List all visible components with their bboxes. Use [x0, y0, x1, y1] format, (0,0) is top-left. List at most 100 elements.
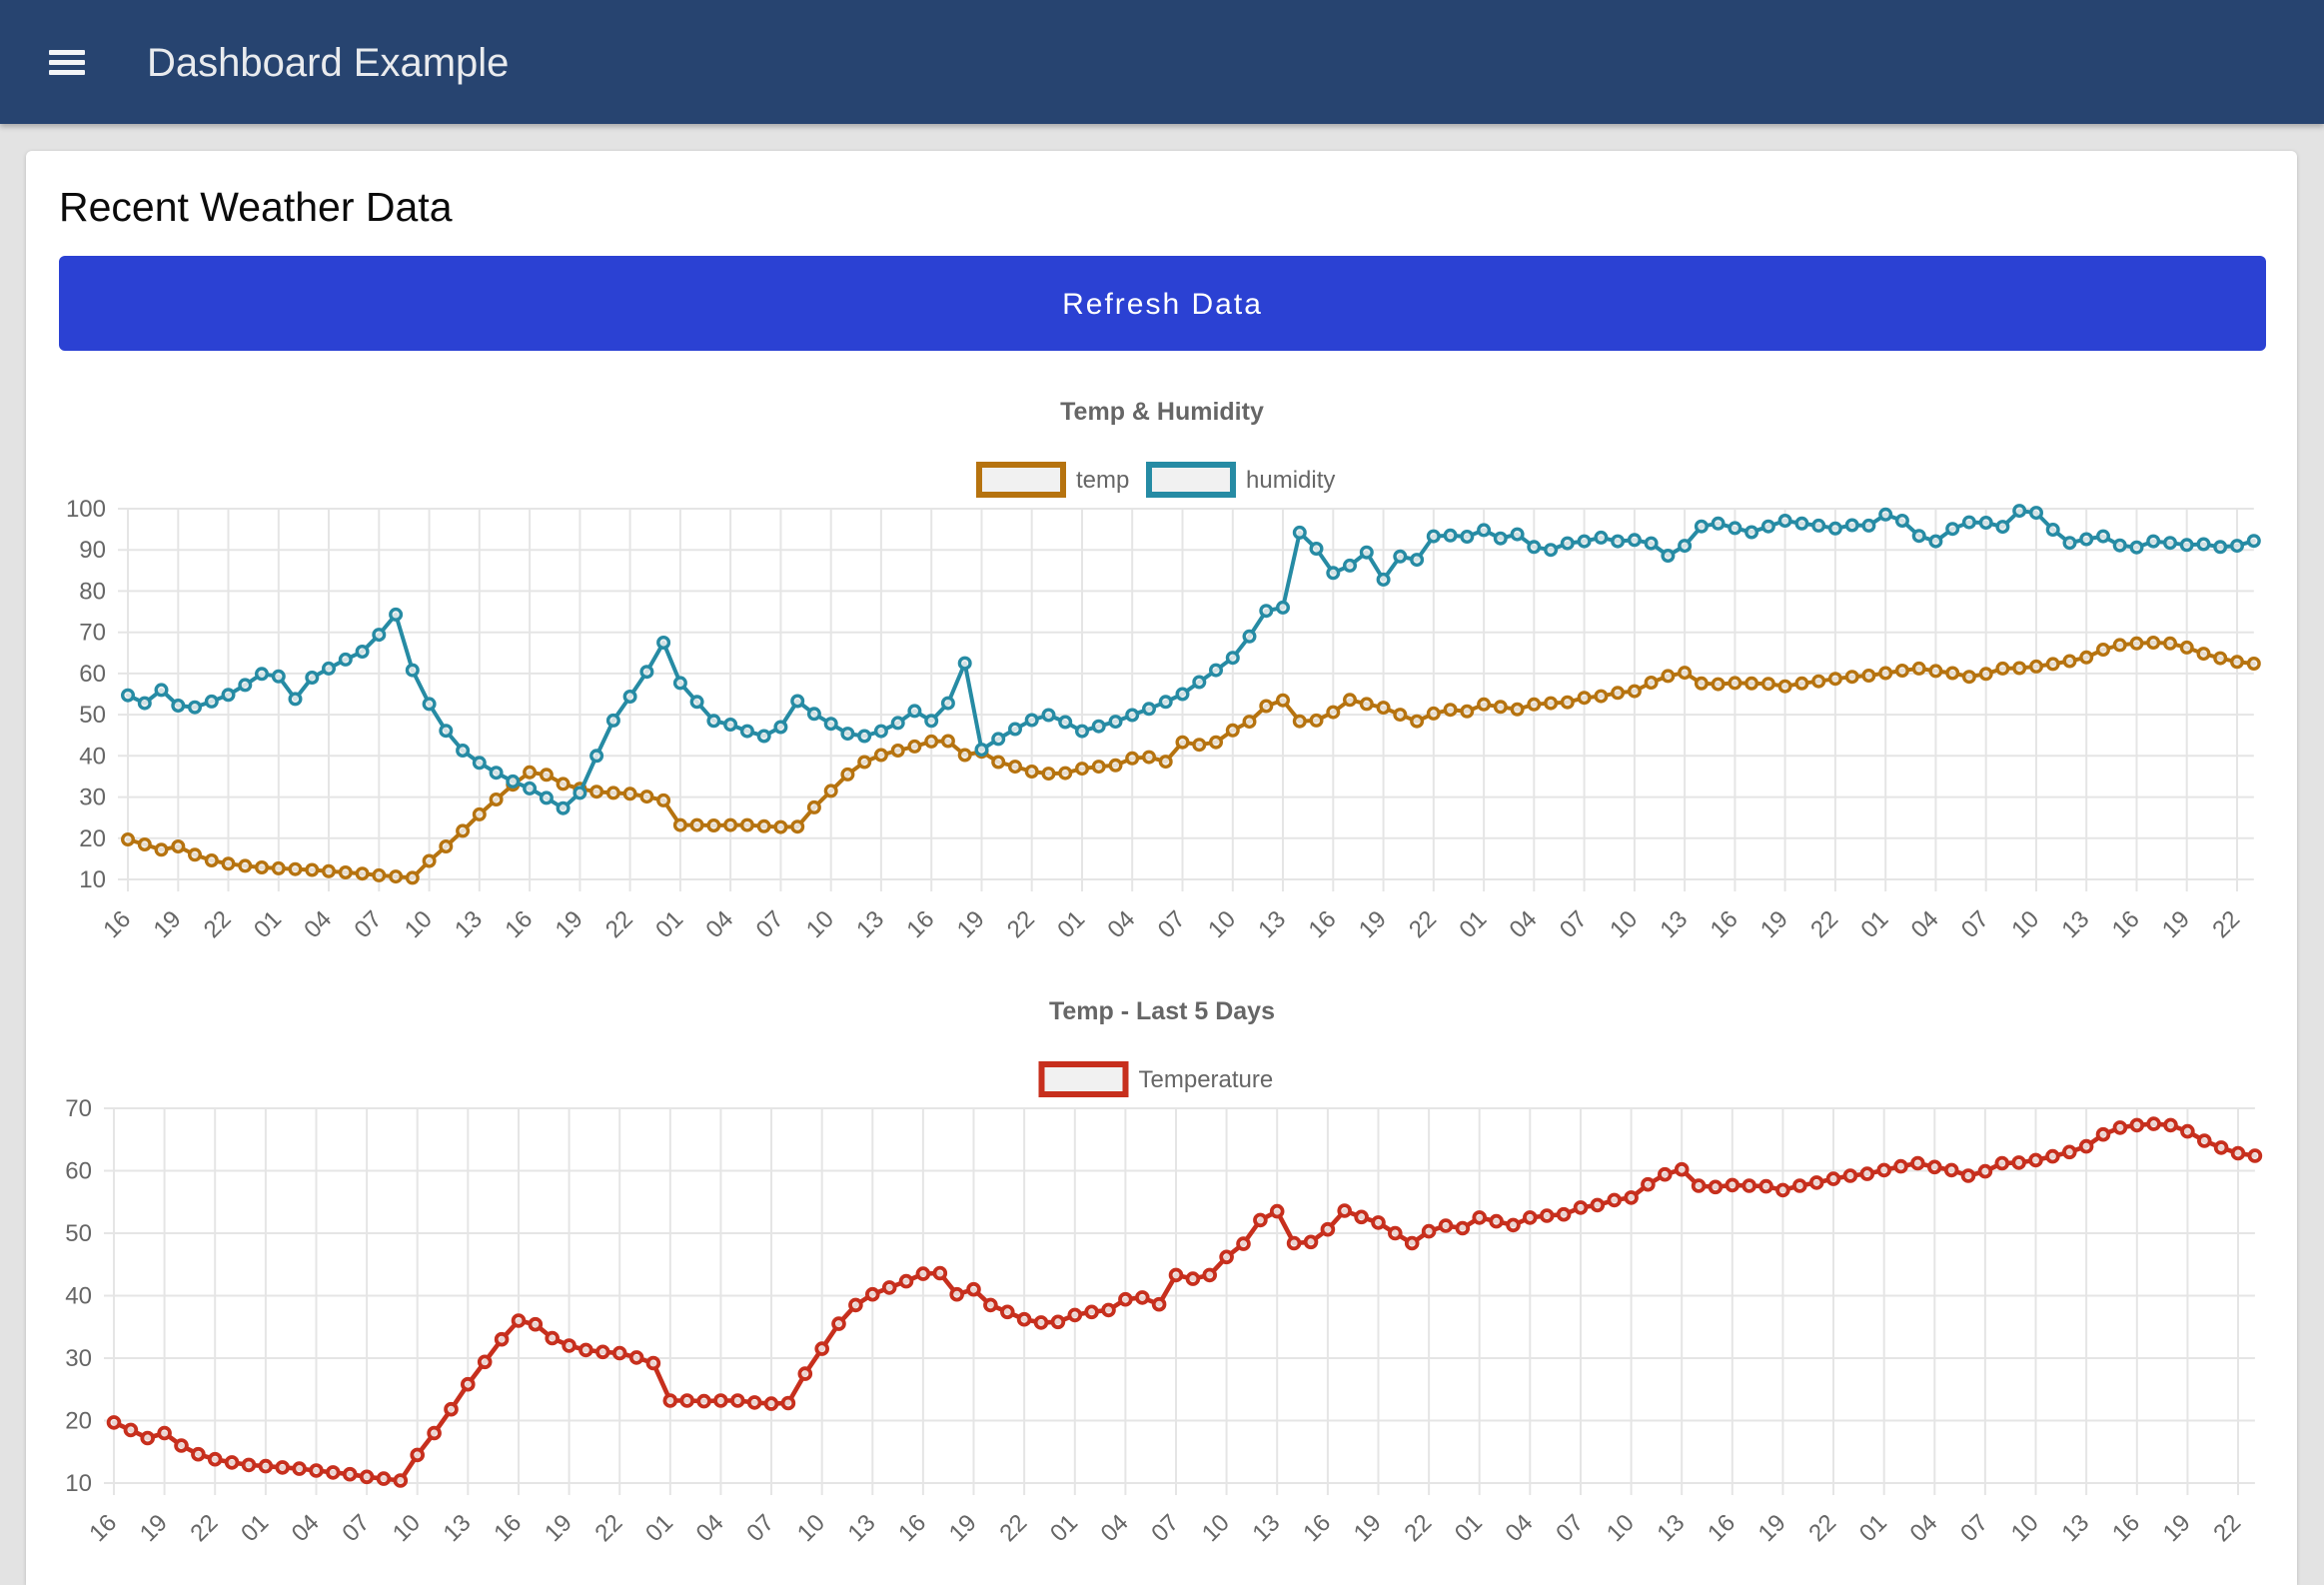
svg-text:04: 04: [287, 1509, 325, 1547]
svg-text:20: 20: [65, 1408, 92, 1435]
svg-text:10: 10: [792, 1509, 830, 1547]
svg-text:19: 19: [944, 1509, 982, 1547]
svg-text:04: 04: [1102, 905, 1140, 943]
svg-text:16: 16: [1304, 905, 1342, 943]
svg-text:13: 13: [843, 1509, 881, 1547]
svg-text:10: 10: [1602, 1509, 1640, 1547]
svg-text:07: 07: [751, 905, 789, 943]
svg-text:humidity: humidity: [1246, 467, 1335, 494]
svg-text:16: 16: [1703, 1509, 1741, 1547]
svg-text:10: 10: [400, 905, 438, 943]
svg-text:07: 07: [350, 905, 388, 943]
svg-text:40: 40: [79, 743, 106, 770]
svg-text:13: 13: [1655, 905, 1693, 943]
svg-text:19: 19: [135, 1509, 173, 1547]
svg-text:100: 100: [66, 496, 106, 523]
svg-text:16: 16: [893, 1509, 931, 1547]
svg-text:01: 01: [640, 1509, 678, 1547]
svg-text:07: 07: [741, 1509, 779, 1547]
svg-text:01: 01: [650, 905, 688, 943]
svg-text:07: 07: [1956, 905, 1994, 943]
svg-text:80: 80: [79, 578, 106, 605]
svg-text:22: 22: [185, 1509, 223, 1547]
svg-text:16: 16: [901, 905, 939, 943]
svg-text:19: 19: [952, 905, 990, 943]
svg-text:16: 16: [84, 1509, 122, 1547]
svg-text:19: 19: [2158, 1509, 2196, 1547]
svg-text:16: 16: [1298, 1509, 1336, 1547]
svg-text:temp: temp: [1076, 467, 1129, 494]
svg-text:22: 22: [1002, 905, 1040, 943]
svg-text:13: 13: [851, 905, 889, 943]
svg-text:01: 01: [1454, 905, 1492, 943]
svg-text:07: 07: [1551, 1509, 1589, 1547]
svg-text:10: 10: [1203, 905, 1241, 943]
svg-text:04: 04: [700, 905, 738, 943]
svg-text:13: 13: [2056, 1509, 2094, 1547]
svg-text:13: 13: [1247, 1509, 1285, 1547]
svg-text:22: 22: [199, 905, 237, 943]
svg-text:01: 01: [1045, 1509, 1083, 1547]
svg-text:22: 22: [2207, 905, 2245, 943]
svg-text:Temp - Last 5 Days: Temp - Last 5 Days: [1049, 997, 1275, 1025]
svg-text:01: 01: [1855, 905, 1893, 943]
svg-text:10: 10: [2006, 1509, 2044, 1547]
svg-text:10: 10: [79, 866, 106, 893]
svg-text:19: 19: [2157, 905, 2195, 943]
svg-text:10: 10: [65, 1470, 92, 1497]
svg-text:Temp & Humidity: Temp & Humidity: [1060, 398, 1264, 426]
svg-text:01: 01: [236, 1509, 274, 1547]
svg-text:04: 04: [1501, 1509, 1539, 1547]
svg-text:22: 22: [994, 1509, 1032, 1547]
svg-text:90: 90: [79, 537, 106, 564]
svg-text:19: 19: [540, 1509, 578, 1547]
svg-text:19: 19: [1753, 1509, 1791, 1547]
svg-text:70: 70: [65, 1095, 92, 1122]
svg-text:Temperature: Temperature: [1139, 1066, 1274, 1093]
svg-text:10: 10: [1197, 1509, 1235, 1547]
svg-text:07: 07: [1555, 905, 1593, 943]
svg-text:19: 19: [1755, 905, 1793, 943]
svg-text:01: 01: [1450, 1509, 1488, 1547]
svg-text:19: 19: [551, 905, 588, 943]
svg-text:30: 30: [79, 785, 106, 811]
svg-text:50: 50: [79, 702, 106, 729]
svg-text:04: 04: [1905, 1509, 1943, 1547]
svg-text:60: 60: [65, 1158, 92, 1185]
svg-text:16: 16: [1706, 905, 1743, 943]
svg-text:04: 04: [691, 1509, 729, 1547]
svg-text:13: 13: [439, 1509, 477, 1547]
svg-text:16: 16: [2107, 905, 2145, 943]
svg-text:19: 19: [1349, 1509, 1387, 1547]
svg-text:10: 10: [388, 1509, 426, 1547]
svg-text:04: 04: [1096, 1509, 1134, 1547]
svg-text:01: 01: [1052, 905, 1090, 943]
svg-text:22: 22: [1404, 905, 1442, 943]
svg-text:10: 10: [2006, 905, 2044, 943]
svg-text:16: 16: [500, 905, 538, 943]
svg-text:22: 22: [600, 905, 638, 943]
svg-text:60: 60: [79, 661, 106, 688]
svg-text:19: 19: [1354, 905, 1392, 943]
svg-text:07: 07: [1146, 1509, 1184, 1547]
svg-text:13: 13: [1652, 1509, 1690, 1547]
svg-text:16: 16: [2107, 1509, 2145, 1547]
svg-text:13: 13: [2056, 905, 2094, 943]
svg-text:10: 10: [1605, 905, 1643, 943]
svg-text:22: 22: [1399, 1509, 1437, 1547]
svg-text:01: 01: [1854, 1509, 1892, 1547]
svg-text:22: 22: [589, 1509, 627, 1547]
svg-text:01: 01: [249, 905, 287, 943]
svg-text:16: 16: [98, 905, 136, 943]
svg-text:04: 04: [299, 905, 337, 943]
svg-text:30: 30: [65, 1345, 92, 1372]
svg-text:40: 40: [65, 1283, 92, 1310]
svg-text:04: 04: [1505, 905, 1543, 943]
svg-text:70: 70: [79, 620, 106, 647]
svg-text:07: 07: [337, 1509, 375, 1547]
svg-text:13: 13: [1253, 905, 1291, 943]
svg-text:22: 22: [1805, 905, 1843, 943]
svg-text:50: 50: [65, 1220, 92, 1247]
svg-text:07: 07: [1955, 1509, 1993, 1547]
svg-text:13: 13: [450, 905, 488, 943]
